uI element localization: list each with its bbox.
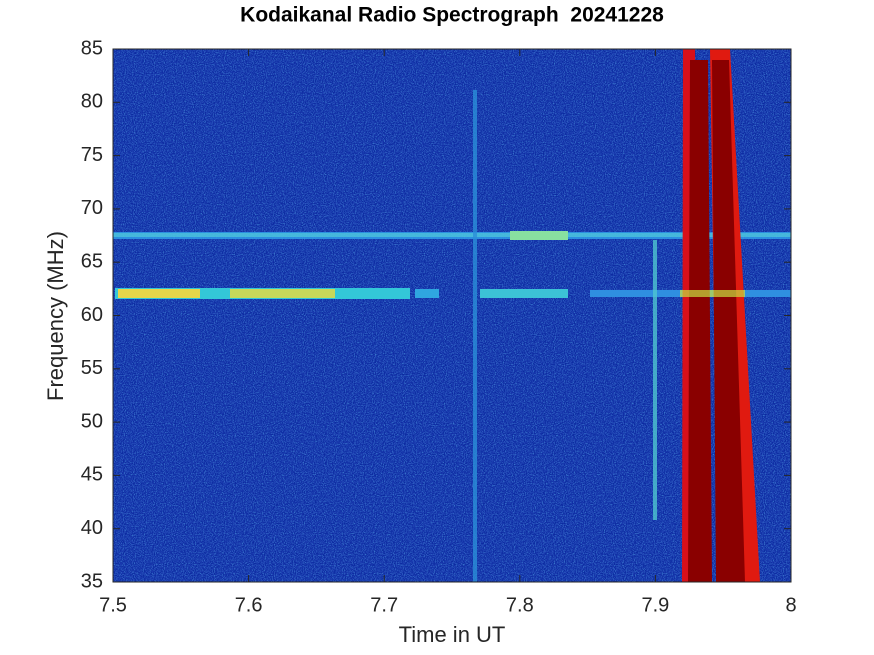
y-tick-label: 85 (81, 37, 103, 59)
x-tick-label: 7.9 (641, 594, 669, 616)
y-tick-label: 70 (81, 197, 103, 219)
y-tick-label: 55 (81, 357, 103, 379)
chart-title: Kodaikanal Radio Spectrograph 20241228 (240, 4, 664, 27)
y-tick-label: 45 (81, 464, 103, 486)
spectrogram-image (113, 49, 791, 582)
y-tick-label: 80 (81, 91, 103, 113)
x-tick-label: 7.6 (235, 594, 263, 616)
x-tick-label: 7.7 (370, 594, 398, 616)
y-tick-label: 50 (81, 410, 103, 432)
y-axis-label: Frequency (MHz) (43, 231, 68, 401)
y-tick-label: 60 (81, 304, 103, 326)
y-tick-label: 75 (81, 144, 103, 166)
x-axis-label: Time in UT (399, 622, 506, 647)
y-tick-label: 35 (81, 570, 103, 592)
y-tick-label: 65 (81, 250, 103, 272)
x-tick-label: 8 (785, 594, 796, 616)
y-tick-label: 40 (81, 517, 103, 539)
x-tick-label: 7.5 (99, 594, 127, 616)
x-tick-label: 7.8 (506, 594, 534, 616)
